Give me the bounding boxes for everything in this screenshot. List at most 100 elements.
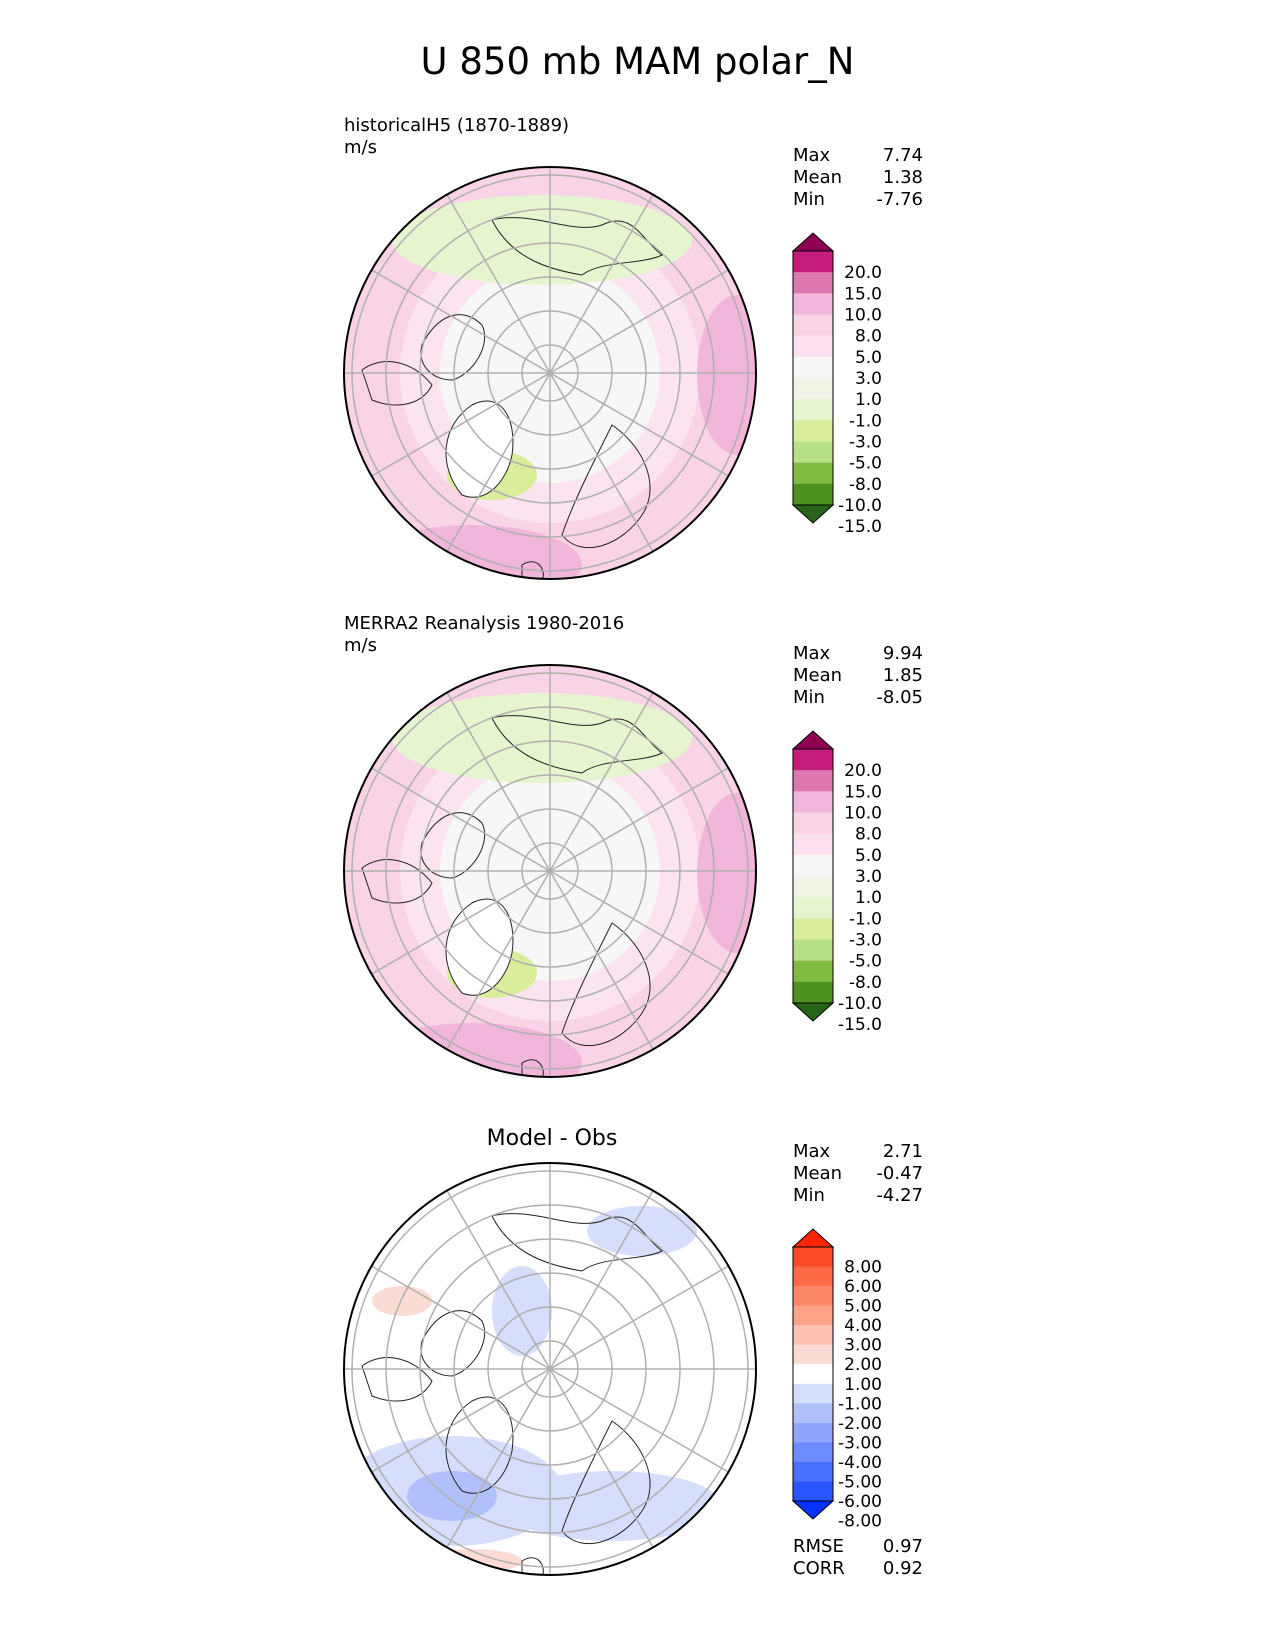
panel-label-line1: MERRA2 Reanalysis 1980-2016 <box>344 613 625 634</box>
colorbar-extend-bottom <box>791 504 835 524</box>
figure-title: U 850 mb MAM polar_N <box>420 40 855 83</box>
meridian-line <box>371 1265 729 1473</box>
stat-mean-value: 1.85 <box>882 665 923 686</box>
colorbar-tick-label: 5.0 <box>855 348 882 368</box>
colorbar-tick-label: 10.0 <box>844 306 882 326</box>
arctic-archipelago-outline <box>420 1310 486 1377</box>
panel-label-units: m/s <box>344 635 377 656</box>
colorbar-tick-label: 8.0 <box>855 825 882 845</box>
panel-label-units: m/s <box>344 137 377 158</box>
stat-mean-label: Mean <box>793 167 843 188</box>
colorbar-tick-label: -3.00 <box>838 1433 882 1453</box>
stat-min-label: Min <box>793 1185 825 1206</box>
colorbar-tick-label: 5.00 <box>844 1297 882 1317</box>
arctic-archipelago-outline <box>420 812 486 879</box>
field-negative-region <box>407 1471 497 1521</box>
polar-map-diff <box>343 1162 757 1576</box>
colorbar-segment <box>793 1442 833 1463</box>
colorbar-tick-label: 10.0 <box>844 804 882 824</box>
colorbar-segment <box>793 1247 833 1268</box>
colorbar-extend-top <box>791 730 835 750</box>
colorbar-tick-label: -4.00 <box>838 1453 882 1473</box>
colorbar-segment <box>793 918 833 940</box>
coastlines <box>361 715 663 1077</box>
colorbar-tick-label: 6.00 <box>844 1277 882 1297</box>
colorbar-frame <box>792 250 834 506</box>
graticule <box>344 1163 756 1575</box>
colorbar-segment <box>793 897 833 919</box>
field-positive-region <box>697 793 756 953</box>
colorbar-frame <box>792 748 834 1004</box>
colorbar-extend-bottom <box>791 1500 835 1520</box>
colorbar-tick-label: -1.00 <box>838 1394 882 1414</box>
colorbar-segment <box>793 356 833 379</box>
field-positive-region <box>372 1286 432 1316</box>
colorbar-tick-label: -1.0 <box>849 909 882 929</box>
europe-coast-outline <box>521 1059 544 1077</box>
colorbar-segment <box>793 812 833 835</box>
colorbar-tick-label: 3.0 <box>855 369 882 389</box>
corr-value: 0.92 <box>882 1558 923 1579</box>
stats-box: Max 7.74 Mean 1.38 Min -7.76 <box>793 145 923 211</box>
colorbar-segment <box>793 770 833 792</box>
graticule <box>344 665 756 1077</box>
colorbar-segment <box>793 981 833 1004</box>
colorbar-tick-label: 2.00 <box>844 1355 882 1375</box>
colorbar: 20.015.010.08.05.03.01.0-1.0-3.0-5.0-8.0… <box>791 232 882 533</box>
panel-model: historicalH5 (1870-1889) m/s Max 7.74 Mea… <box>0 110 1275 600</box>
stat-mean-value: -0.47 <box>876 1163 923 1184</box>
scandinavia-outline <box>561 922 651 1047</box>
colorbar-segment <box>793 1461 833 1482</box>
colorbar-tick-label: -5.0 <box>849 952 882 972</box>
scandinavia-outline <box>561 424 651 549</box>
colorbar-segment <box>793 1481 833 1502</box>
colorbar-segment <box>793 483 833 506</box>
colorbar-tick-label: 1.0 <box>855 390 882 410</box>
colorbar-segment <box>793 399 833 421</box>
colorbar-segment <box>793 314 833 337</box>
colorbar-tick-label: -5.00 <box>838 1472 882 1492</box>
colorbar-frame <box>792 1246 834 1502</box>
colorbar-segment <box>793 1422 833 1443</box>
colorbar-segment <box>793 876 833 898</box>
panel-obs: MERRA2 Reanalysis 1980-2016 m/s Max 9.94 … <box>0 608 1275 1098</box>
greenland-outline <box>445 400 514 498</box>
colorbar-extend-bottom <box>791 1002 835 1022</box>
panel-diff-title: Model - Obs <box>486 1126 618 1151</box>
colorbar-tick-label: -8.0 <box>849 973 882 993</box>
colorbar-segment <box>793 1364 833 1385</box>
colorbar-tick-label: 4.00 <box>844 1316 882 1336</box>
colorbar-segment <box>793 939 833 962</box>
europe-coast-outline <box>521 561 544 579</box>
colorbar-tick-label: 15.0 <box>844 284 882 304</box>
colorbar-segment <box>793 441 833 464</box>
stat-max-label: Max <box>793 1141 831 1162</box>
colorbar: 8.006.005.004.003.002.001.00-1.00-2.00-3… <box>791 1228 882 1529</box>
scandinavia-outline <box>561 1420 651 1545</box>
colorbar-segment <box>793 1305 833 1326</box>
field-positive-region <box>422 1549 522 1573</box>
colorbar-segment <box>793 1403 833 1424</box>
colorbar-extend-top <box>791 1228 835 1248</box>
stat-mean-value: 1.38 <box>882 167 923 188</box>
rmse-label: RMSE <box>793 1536 844 1557</box>
stat-max-label: Max <box>793 145 831 166</box>
europe-coast-outline <box>521 1557 544 1575</box>
colorbar-tick-label: -6.00 <box>838 1492 882 1512</box>
colorbar-tick-label: -15.0 <box>838 1015 882 1031</box>
colorbar-segment <box>793 1325 833 1346</box>
coastlines <box>361 217 663 579</box>
colorbar-segment <box>793 960 833 983</box>
colorbar-extend-top <box>791 232 835 252</box>
stat-mean-label: Mean <box>793 665 843 686</box>
colorbar-tick-label: 1.0 <box>855 888 882 908</box>
colorbar-tick-label: 8.0 <box>855 327 882 347</box>
field-negative-region <box>502 1471 722 1541</box>
colorbar-tick-label: 20.0 <box>844 263 882 283</box>
colorbar-tick-label: 15.0 <box>844 782 882 802</box>
colorbar-segment <box>793 833 833 856</box>
colorbar-segment <box>793 462 833 485</box>
colorbar-tick-label: -10.0 <box>838 994 882 1014</box>
arctic-archipelago-outline <box>420 314 486 381</box>
panel-label: historicalH5 (1870-1889) m/s <box>344 115 569 159</box>
